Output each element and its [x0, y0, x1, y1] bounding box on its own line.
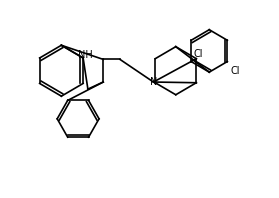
Text: Cl: Cl [194, 49, 203, 59]
Text: NH: NH [78, 50, 92, 60]
Text: Cl: Cl [230, 66, 240, 76]
Text: N: N [150, 77, 157, 87]
